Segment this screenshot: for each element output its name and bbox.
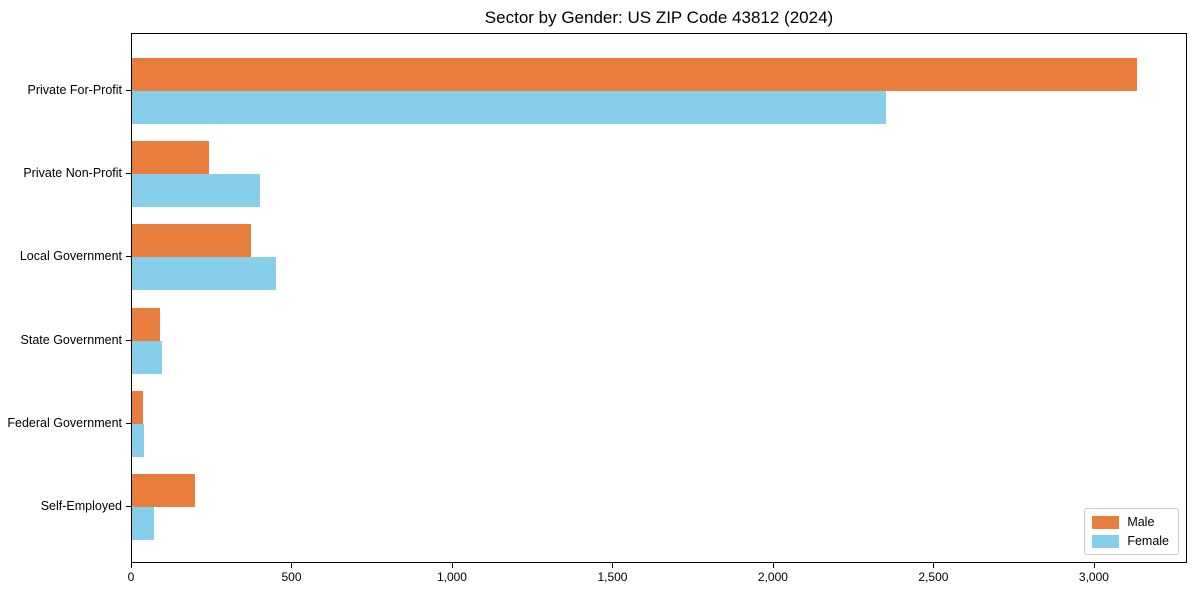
bar-male-federal-government xyxy=(132,390,143,424)
x-tick-label-0: 0 xyxy=(127,570,135,584)
legend-item-male: Male xyxy=(1092,515,1169,529)
bar-female-local-government xyxy=(132,257,277,291)
bar-female-federal-government xyxy=(132,423,144,457)
bar-male-state-government xyxy=(132,307,161,341)
bar-male-local-government xyxy=(132,224,251,258)
legend-item-female: Female xyxy=(1092,534,1169,548)
category-label-private-for-profit: Private For-Profit xyxy=(27,83,122,98)
x-tick-0 xyxy=(131,563,132,568)
legend-label-male: Male xyxy=(1127,515,1155,529)
bar-male-private-non-profit xyxy=(132,141,210,175)
bar-male-self-employed xyxy=(132,473,195,507)
y-tick-federal-government xyxy=(126,422,131,424)
x-tick-label-1500: 1,500 xyxy=(597,570,628,584)
category-label-state-government: State Government xyxy=(20,332,122,347)
x-tick-2500 xyxy=(933,563,935,568)
y-tick-private-non-profit xyxy=(126,173,131,175)
plot-area: Male Female xyxy=(131,33,1187,563)
category-label-federal-government: Federal Government xyxy=(7,415,122,430)
x-tick-label-1000: 1,000 xyxy=(436,570,467,584)
y-tick-private-for-profit xyxy=(126,90,131,92)
x-tick-2000 xyxy=(772,563,774,568)
category-label-private-non-profit: Private Non-Profit xyxy=(23,166,122,181)
x-tick-1000 xyxy=(451,563,453,568)
female-swatch xyxy=(1092,534,1120,548)
male-swatch xyxy=(1092,515,1120,529)
y-tick-local-government xyxy=(126,256,131,258)
x-tick-3000 xyxy=(1093,563,1095,568)
legend-label-female: Female xyxy=(1127,534,1169,548)
category-label-self-employed: Self-Employed xyxy=(40,498,122,513)
x-tick-label-2500: 2,500 xyxy=(918,570,949,584)
bar-male-private-for-profit xyxy=(132,58,1137,92)
x-tick-label-3000: 3,000 xyxy=(1078,570,1109,584)
y-tick-state-government xyxy=(126,339,131,341)
bar-female-state-government xyxy=(132,340,163,374)
x-tick-500 xyxy=(291,563,293,568)
x-tick-label-500: 500 xyxy=(281,570,302,584)
x-tick-1500 xyxy=(612,563,614,568)
legend: Male Female xyxy=(1084,508,1179,555)
bar-female-private-for-profit xyxy=(132,91,887,125)
chart-title: Sector by Gender: US ZIP Code 43812 (202… xyxy=(484,8,834,27)
bar-female-private-non-profit xyxy=(132,174,261,208)
y-tick-self-employed xyxy=(126,505,131,507)
x-tick-label-2000: 2,000 xyxy=(757,570,788,584)
bar-female-self-employed xyxy=(132,506,155,540)
category-label-local-government: Local Government xyxy=(19,249,122,264)
